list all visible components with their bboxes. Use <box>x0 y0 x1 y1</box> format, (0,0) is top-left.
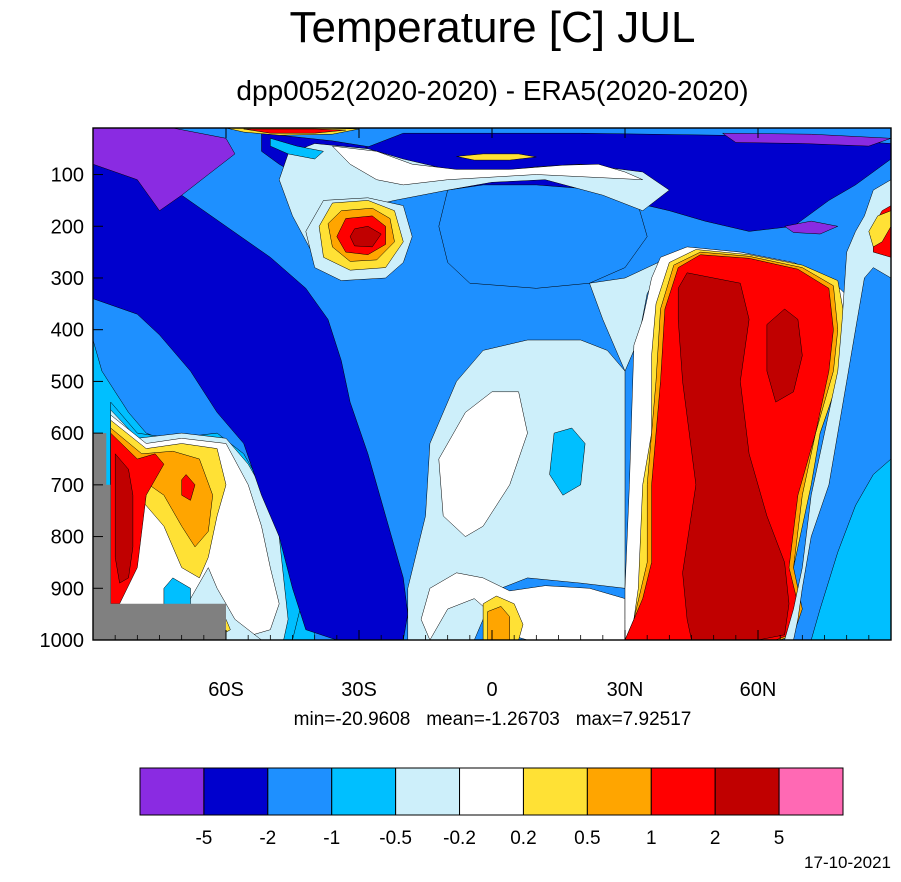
colorbar-box <box>586 767 652 816</box>
y-tick-label: 900 <box>51 578 84 600</box>
contour-region-16 <box>722 132 891 147</box>
chart-title: Temperature [C] JUL <box>289 3 696 52</box>
contour-region-45 <box>868 210 891 248</box>
colorbar-label: 0.2 <box>510 828 536 849</box>
contour-region-29 <box>456 153 537 161</box>
contour-region-42 <box>766 308 803 403</box>
plot-area <box>93 128 891 640</box>
contour-region-26 <box>349 226 382 248</box>
contour-region-47 <box>810 458 891 640</box>
stat-min: min=-20.9608 <box>293 709 411 730</box>
contour-region-7 <box>181 474 196 501</box>
contour-region-17 <box>784 220 839 235</box>
colorbar: -5 -2 -1 -0.5 -0.2 0.2 0.5 1 2 5 <box>139 767 844 849</box>
contour-region-8 <box>114 453 134 584</box>
date-stamp: 17-10-2021 <box>804 853 891 872</box>
missing-data-region-0 <box>93 433 226 640</box>
colorbar-box <box>139 767 205 816</box>
colorbar-box <box>267 767 333 816</box>
colorbar-box <box>650 767 716 816</box>
contour-region-28 <box>243 128 346 134</box>
y-tick-label: 200 <box>51 216 84 238</box>
colorbar-label: 1 <box>646 828 657 849</box>
colorbar-label: -5 <box>195 828 212 849</box>
x-tick-label: 30S <box>341 679 377 701</box>
contour-region-18 <box>438 184 648 289</box>
contour-region-35 <box>487 606 510 640</box>
x-tick-label: 60N <box>740 679 777 701</box>
colorbar-box <box>714 767 780 816</box>
contour-region-12 <box>93 128 409 640</box>
colorbar-label: -1 <box>323 828 340 849</box>
y-tick-label: 800 <box>51 527 84 549</box>
y-tick-label: 700 <box>51 475 84 497</box>
colorbar-box <box>778 767 844 816</box>
colorbar-label: -0.2 <box>443 828 476 849</box>
stat-max: max=7.92517 <box>575 709 692 730</box>
colorbar-label: 5 <box>774 828 785 849</box>
chart-subtitle: dpp0052(2020-2020) - ERA5(2020-2020) <box>236 75 749 106</box>
contour-region-31 <box>438 391 528 537</box>
contour-region-43 <box>784 179 891 640</box>
colorbar-box <box>522 767 588 816</box>
colorbar-box <box>459 767 524 816</box>
y-tick-label: 1000 <box>40 630 85 652</box>
y-tick-label: 100 <box>51 165 84 187</box>
colorbar-box <box>395 767 461 816</box>
y-tick-label: 400 <box>51 320 84 342</box>
colorbar-label: 0.5 <box>574 828 600 849</box>
y-tick-label: 500 <box>51 371 84 393</box>
colorbar-label: -0.5 <box>379 828 412 849</box>
axes: 60S 30S 0 30N 60N 100 200 300 400 500 600 700 800 900… <box>40 128 870 701</box>
colorbar-box <box>203 767 269 816</box>
y-tick-label: 600 <box>51 423 84 445</box>
x-tick-label: 30N <box>607 679 644 701</box>
x-tick-label: 60S <box>208 679 244 701</box>
contour-region-41 <box>677 272 790 640</box>
x-tick-label: 0 <box>486 679 497 701</box>
contour-region-21 <box>270 138 324 160</box>
contour-region-32 <box>549 427 586 496</box>
stat-mean: mean=-1.26703 <box>426 709 560 730</box>
colorbar-label: 2 <box>710 828 721 849</box>
contour-region-13 <box>93 128 236 211</box>
stats-line: min=-20.9608 mean=-1.26703 max=7.92517 <box>0 708 901 732</box>
contour-region-30 <box>407 339 626 640</box>
colorbar-box <box>331 767 397 816</box>
contour-region-20 <box>332 145 643 186</box>
y-tick-label: 300 <box>51 268 84 290</box>
colorbar-label: -2 <box>259 828 276 849</box>
